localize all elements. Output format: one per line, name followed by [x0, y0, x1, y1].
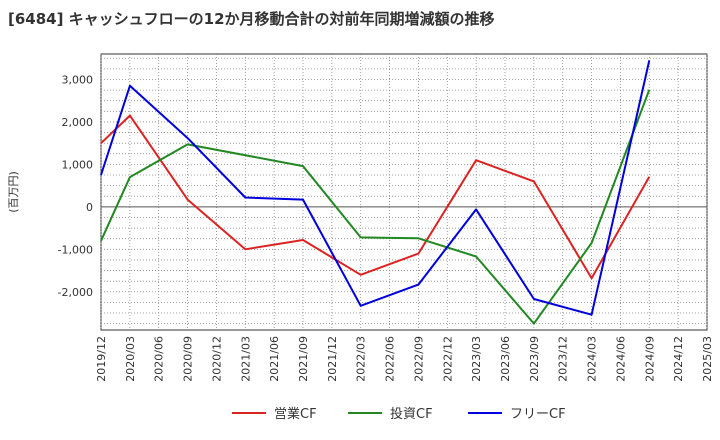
x-tick-label: 2019/12: [95, 336, 108, 382]
x-tick-label: 2022/06: [384, 336, 397, 382]
legend-label-2: 投資CF: [390, 406, 433, 422]
x-tick-label: 2022/12: [441, 336, 454, 382]
y-tick-label: -2,000: [58, 286, 93, 299]
x-tick-label: 2023/03: [470, 336, 483, 382]
x-tick-label: 2024/03: [586, 336, 599, 382]
x-tick-label: 2025/03: [701, 336, 714, 382]
y-axis-label: (百万円): [7, 171, 20, 213]
x-tick-label: 2024/09: [643, 336, 656, 382]
x-tick-label: 2021/03: [239, 336, 252, 382]
x-tick-label: 2023/06: [499, 336, 512, 382]
x-tick-label: 2020/09: [182, 336, 195, 382]
x-tick-label: 2023/12: [557, 336, 570, 382]
x-tick-label: 2021/09: [297, 336, 310, 382]
x-tick-label: 2024/12: [672, 336, 685, 382]
x-tick-label: 2020/03: [124, 336, 137, 382]
series-line-3: [100, 60, 651, 316]
y-tick-label: 0: [86, 201, 93, 214]
x-tick-label: 2022/03: [355, 336, 368, 382]
x-tick-label: 2022/09: [412, 336, 425, 382]
series-line-2: [100, 89, 651, 325]
x-tick-label: 2021/12: [326, 336, 339, 382]
y-tick-label: 1,000: [62, 158, 94, 171]
legend-label-1: 営業CF: [274, 406, 317, 422]
x-tick-label: 2023/09: [528, 336, 541, 382]
series-line-1: [100, 114, 651, 280]
y-tick-label: 3,000: [62, 73, 94, 86]
y-tick-label: 2,000: [62, 116, 94, 129]
x-tick-label: 2020/06: [153, 336, 166, 382]
plot-area: [100, 53, 708, 331]
x-tick-label: 2021/06: [268, 336, 281, 382]
x-tick-label: 2024/06: [614, 336, 627, 382]
chart-title: [6484] キャッシュフローの12か月移動合計の対前年同期増減額の推移: [8, 10, 495, 28]
y-tick-label: -1,000: [58, 243, 93, 256]
x-tick-label: 2020/12: [210, 336, 223, 382]
legend-label-3: フリーCF: [510, 407, 566, 422]
